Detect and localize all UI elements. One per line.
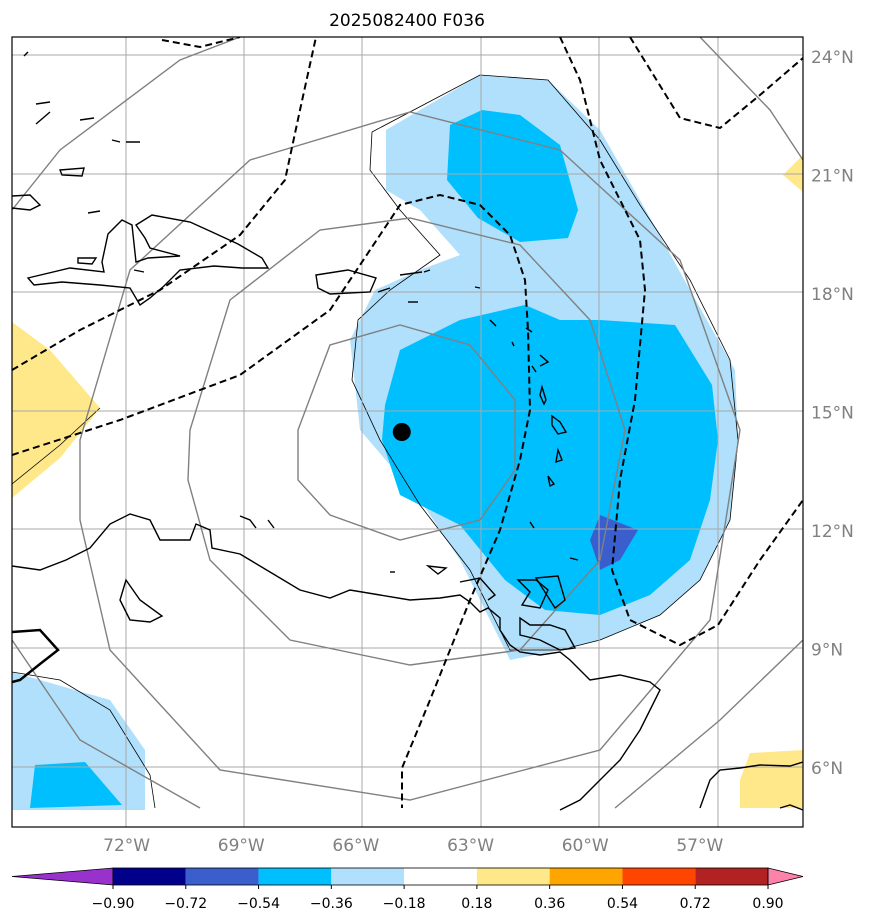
colorbar-swatch (549, 868, 623, 885)
outline-contour-west (12, 407, 101, 485)
lon-tick-label: 57°W (676, 836, 723, 856)
lon-tick-label: 72°W (103, 836, 150, 856)
solid-gray-contours (12, 37, 803, 809)
colorbar-swatch (695, 868, 768, 885)
colorbar-tick-label: 0.36 (534, 896, 565, 912)
lon-tick-label: 66°W (332, 836, 379, 856)
storm-center-marker (392, 423, 411, 441)
colorbar-tick-label: 0.90 (752, 896, 783, 912)
national-border (12, 628, 60, 684)
lat-tick-label: 24°N (811, 48, 854, 68)
colorbar-extend-high (767, 867, 804, 886)
coastlines (12, 51, 803, 811)
colorbar-swatch (185, 868, 259, 885)
graticule (12, 37, 803, 827)
dashed-contours (12, 37, 803, 808)
lat-tick-label: 9°N (811, 640, 843, 660)
lat-tick-label: 21°N (811, 166, 854, 186)
positive-anomaly-region-se (740, 750, 803, 808)
colorbar-extend-low (11, 867, 114, 886)
colorbar-swatch (622, 868, 696, 885)
outline-contour (351, 74, 739, 651)
map-frame (11, 36, 804, 828)
colorbar-tick-label: −0.18 (383, 896, 426, 912)
colorbar-tick-label: −0.72 (164, 896, 207, 912)
colorbar-tick-label: −0.90 (92, 896, 135, 912)
map-area (12, 37, 803, 827)
negative-anomaly-mid-region-sw (30, 762, 122, 808)
lon-tick-label: 69°W (218, 836, 265, 856)
positive-anomaly-region-west (12, 322, 100, 498)
colorbar-tick-label: −0.36 (310, 896, 353, 912)
colorbar-swatch (258, 868, 332, 885)
lon-tick-label: 60°W (562, 836, 609, 856)
map-title: 2025082400 F036 (329, 11, 485, 31)
lat-tick-label: 18°N (811, 285, 854, 305)
colorbar-swatch (404, 868, 477, 885)
latitude-labels: 24°N 21°N 18°N 15°N 12°N 9°N 6°N (811, 48, 854, 779)
colorbar: −0.90 −0.72 −0.54 −0.36 −0.18 0.18 0.36 0.54 0.7… (11, 867, 804, 912)
colorbar-swatch (113, 868, 186, 885)
lat-tick-label: 6°N (811, 759, 843, 779)
lat-tick-label: 15°N (811, 403, 854, 423)
negative-anomaly-mid-region-north (447, 110, 578, 242)
colorbar-swatch (476, 868, 550, 885)
longitude-labels: 72°W 69°W 66°W 63°W 60°W 57°W (103, 836, 723, 856)
lon-tick-label: 63°W (447, 836, 494, 856)
colorbar-tick-label: 0.54 (607, 896, 638, 912)
negative-anomaly-mid-region (382, 305, 718, 615)
colorbar-tick-label: 0.18 (461, 896, 492, 912)
colorbar-tick-label: −0.54 (237, 896, 280, 912)
colorbar-frame (112, 867, 769, 886)
colorbar-swatch (331, 868, 405, 885)
lat-tick-label: 12°N (811, 522, 854, 542)
colorbar-tick-label: 0.72 (680, 896, 711, 912)
outline-contour-sw (12, 671, 156, 809)
